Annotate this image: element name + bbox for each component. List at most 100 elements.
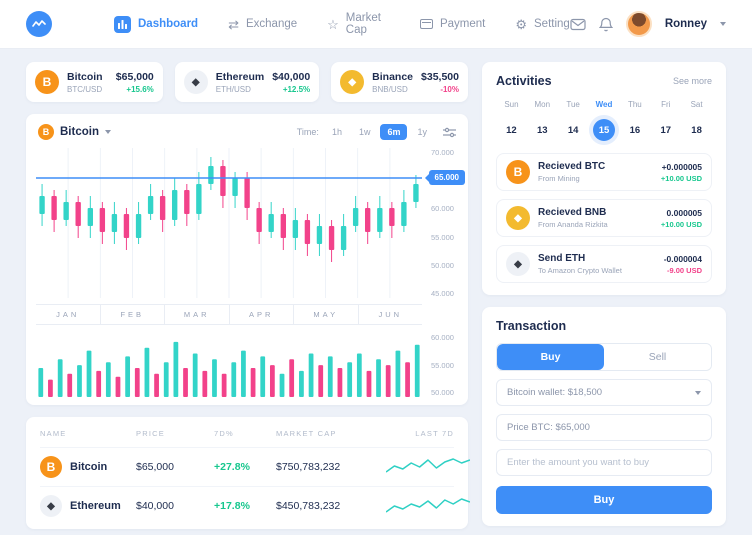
coin-change: -10% [440,84,459,94]
activity-item-send-eth[interactable]: ◆ Send ETH To Amazon Crypto Wallet -0.000… [496,245,712,283]
ethereum-icon: ◆ [40,495,62,517]
row-change: +27.8% [214,461,250,473]
price-card-binance[interactable]: ◆ Binance BNB/USD $35,500 -10% [331,62,468,102]
nav-item-exchange[interactable]: ⇄ Exchange [228,18,297,31]
coin-price: $40,000 [272,70,311,83]
col-header-market-cap: MARKET CAP [276,429,337,438]
main-nav: Dashboard ⇄ Exchange ☆ Market Cap Paymen… [114,12,570,36]
range-1h[interactable]: 1h [331,127,342,137]
table-row-bitcoin[interactable]: B Bitcoin $65,000 +27.8% $750,783,232 [40,447,470,486]
day-sat[interactable]: Sat 18 [690,100,703,136]
coin-selector[interactable]: B Bitcoin [38,124,111,140]
nav-label: Exchange [245,18,298,30]
nav-item-setting[interactable]: ⚙ Setting [515,18,569,31]
user-avatar[interactable] [625,11,652,37]
month-label: FEB [99,305,165,324]
coin-name: Binance [372,70,414,83]
candlestick-svg [36,148,422,298]
time-label: Time: [296,127,319,137]
month-label: MAR [164,305,229,324]
activity-subtitle: To Amazon Crypto Wallet [538,266,622,275]
dashboard-content: B Bitcoin BTC/USD $65,000 +15.6% ◆ Ethereu… [0,48,752,529]
market-table-card: NAME PRICE 7D% MARKET CAP LAST 7D B Bitco… [26,417,470,529]
activity-usd: +10.00 USD [660,173,702,183]
current-price-badge: 65.000 [428,170,465,185]
y-tick: 55.000 [431,360,454,370]
ethereum-icon: ◆ [506,252,530,276]
wallet-select[interactable]: Bitcoin wallet: $18,500 [496,379,712,406]
volume-axis: 60.000 55.000 50.000 [422,333,468,397]
chevron-down-icon [695,390,701,395]
tab-buy[interactable]: Buy [497,344,604,370]
coin-pair: BNB/USD [372,84,408,94]
activity-list: B Recieved BTC From Mining +0.000005 +10.0… [496,153,712,283]
price-chart-card: B Bitcoin Time: 1h 1w 6m 1y [26,114,468,405]
chevron-down-icon[interactable] [720,22,726,26]
market-cap-star-icon: ☆ [327,16,339,32]
candlestick-chart: 70.000 65.000 60.000 55.000 50.000 45.00… [26,148,468,298]
month-label: JAN [56,310,80,319]
day-tue[interactable]: Tue 14 [566,100,580,136]
price-card-bitcoin[interactable]: B Bitcoin BTC/USD $65,000 +15.6% [26,62,163,102]
activity-item-received-btc[interactable]: B Recieved BTC From Mining +0.000005 +10.0… [496,153,712,191]
activity-usd: -9.00 USD [666,265,702,275]
day-wed-selected[interactable]: Wed 15 [589,100,620,141]
activity-title: Recieved BNB [538,207,607,218]
month-label: MAY [293,305,358,324]
dashboard-icon [114,15,131,33]
range-1w[interactable]: 1w [358,127,371,137]
wave-logo-icon [32,20,46,27]
nav-label: Market Cap [345,12,381,36]
row-market-cap: $750,783,232 [276,461,341,473]
row-coin-name: Ethereum [70,500,121,512]
coin-pair: ETH/USD [215,84,251,94]
amount-input[interactable] [507,457,701,468]
range-6m[interactable]: 6m [380,124,408,140]
day-mon[interactable]: Mon 13 [534,100,551,136]
selected-coin: Bitcoin [60,126,99,138]
coin-price: $65,000 [115,70,154,83]
price-input[interactable] [507,422,701,433]
bitcoin-icon: B [35,70,59,94]
day-sun[interactable]: Sun 12 [504,100,519,136]
time-range-group: Time: 1h 1w 6m 1y [297,124,456,140]
row-price: $65,000 [136,461,174,473]
y-tick: 70.000 [431,148,454,157]
buy-submit-button[interactable]: Buy [496,486,712,514]
range-1y[interactable]: 1y [417,127,427,137]
coin-name: Bitcoin [67,70,103,83]
nav-item-dashboard[interactable]: Dashboard [114,15,198,33]
chart-settings-button[interactable] [443,127,456,138]
col-header-name: NAME [40,429,67,438]
day-thu[interactable]: Thu 16 [627,100,642,136]
transaction-title: Transaction [496,319,567,333]
price-field-wrap [496,414,712,441]
nav-label: Payment [439,18,486,30]
chevron-down-icon [104,130,111,134]
activity-item-received-bnb[interactable]: ◆ Recieved BNB From Ananda Rizkita 0.0000… [496,199,712,237]
mail-button[interactable] [570,18,586,31]
activity-amount: 0.000005 [666,207,702,218]
activities-card: Activities See more Sun 12 Mon 13 Tue 14 We… [482,62,726,295]
right-column: Activities See more Sun 12 Mon 13 Tue 14 We… [482,62,726,529]
activity-subtitle: From Ananda Rizkita [538,220,608,229]
binance-icon: ◆ [506,206,530,230]
notifications-button[interactable] [598,17,613,32]
nav-item-market-cap[interactable]: ☆ Market Cap [327,12,390,36]
see-more-link[interactable]: See more [672,76,712,86]
col-header-price: PRICE [136,429,165,438]
day-fri[interactable]: Fri 17 [660,100,672,136]
volume-chart: 60.000 55.000 50.000 [26,333,468,397]
activity-amount: +0.000005 [661,161,702,172]
table-row-ethereum[interactable]: ◆ Ethereum $40,000 +17.8% $450,783,232 [40,486,470,525]
amount-field-wrap [496,449,712,476]
price-card-ethereum[interactable]: ◆ Ethereum ETH/USD $40,000 +12.5% [174,62,320,102]
coin-change: +12.5% [282,84,311,94]
nav-item-payment[interactable]: Payment [419,18,486,30]
tab-sell[interactable]: Sell [604,344,711,370]
bitcoin-icon: B [506,160,530,184]
table-header: NAME PRICE 7D% MARKET CAP LAST 7D [40,427,454,447]
coin-price: $35,500 [421,70,459,83]
activity-title: Send ETH [538,253,586,264]
app-logo[interactable] [26,11,52,37]
